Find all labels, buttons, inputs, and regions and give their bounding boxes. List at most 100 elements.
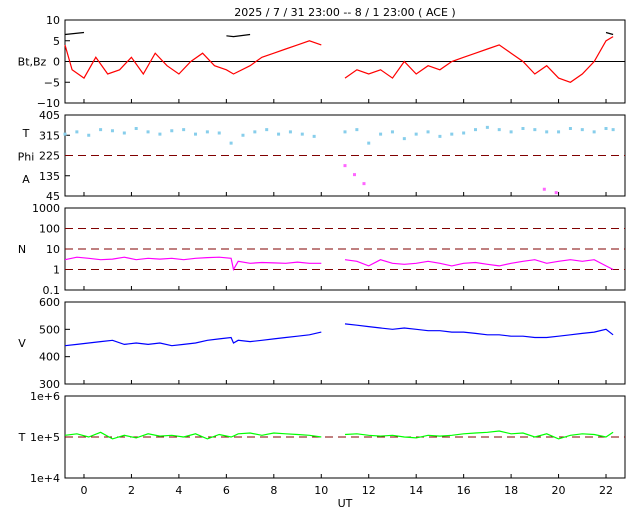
y-tick-label: 405 — [39, 109, 60, 122]
y-tick-label: 1 — [53, 264, 60, 277]
data-point-theta — [288, 130, 292, 134]
data-point-phi — [542, 187, 546, 191]
panel-magnetic-field: 10 5 0 −5 −10 Bt,Bz — [18, 14, 626, 110]
y-tick-label: 300 — [39, 378, 60, 391]
y-tick-label: 10 — [46, 14, 60, 27]
data-point-theta — [485, 125, 489, 129]
y-tick-label: 600 — [39, 296, 60, 309]
data-point-theta — [277, 132, 281, 136]
series-line-v — [344, 323, 614, 339]
data-point-theta — [450, 132, 454, 136]
series-line-t — [64, 431, 322, 440]
y-tick-label: 135 — [39, 170, 60, 183]
panel-density: 1000 100 10 1 0.1 N — [18, 202, 626, 297]
data-point-theta — [122, 131, 126, 135]
data-point-theta — [533, 128, 537, 132]
data-point-phi — [352, 173, 356, 177]
data-point-theta — [592, 130, 596, 134]
series-line-bz — [344, 36, 614, 83]
x-axis-ticks: 0 2 4 6 8 10 12 14 16 18 20 22 — [80, 484, 613, 497]
series-line-n — [344, 259, 614, 271]
y-axis-label: V — [18, 337, 26, 350]
data-point-theta — [253, 130, 257, 134]
y-tick-label: 100 — [39, 223, 60, 236]
y-tick-label: 10 — [46, 243, 60, 256]
data-point-theta — [229, 141, 233, 145]
x-tick-label: 6 — [223, 484, 230, 497]
y-tick-label: 0 — [53, 56, 60, 69]
y-tick-label: 5 — [53, 35, 60, 48]
data-point-theta — [545, 130, 549, 134]
x-tick-label: 18 — [504, 484, 518, 497]
data-point-theta — [194, 132, 198, 136]
panel-temperature: 1e+6 1e+5 1e+4 T — [18, 390, 626, 485]
y-tick-label: 1e+6 — [30, 390, 60, 403]
series-line-v — [64, 331, 322, 347]
data-point-theta — [568, 127, 572, 130]
series-line-n — [64, 256, 322, 272]
x-tick-label: 16 — [457, 484, 471, 497]
data-point-theta — [205, 130, 209, 134]
y-axis-label: A — [22, 173, 30, 186]
series-line-t — [344, 430, 614, 440]
data-point-theta — [110, 129, 114, 133]
data-point-theta — [312, 134, 316, 138]
y-axis-label: Phi — [18, 150, 35, 163]
data-point-theta — [402, 137, 406, 141]
data-point-theta — [414, 132, 418, 136]
data-point-theta — [497, 128, 501, 132]
data-point-theta — [521, 127, 525, 130]
series-line-bz — [64, 40, 322, 79]
data-point-theta — [438, 134, 442, 138]
x-tick-label: 10 — [314, 484, 328, 497]
data-point-theta — [426, 130, 430, 134]
series-line-bt — [226, 33, 251, 38]
data-point-theta — [580, 128, 584, 132]
data-point-theta — [265, 128, 269, 132]
figure-title: 2025 / 7 / 31 23:00 -- 8 / 1 23:00 ( ACE… — [234, 6, 455, 19]
y-tick-label: 315 — [39, 129, 60, 142]
data-point-theta — [217, 131, 221, 135]
data-point-theta — [367, 141, 371, 145]
y-tick-label: 1e+5 — [30, 431, 60, 444]
x-tick-label: 0 — [80, 484, 87, 497]
y-tick-label: 45 — [46, 190, 60, 203]
y-axis-label: T — [18, 431, 26, 444]
data-point-theta — [462, 131, 466, 135]
x-tick-label: 4 — [175, 484, 182, 497]
data-point-theta — [355, 128, 359, 132]
series-line-bt — [605, 31, 614, 36]
data-point-theta — [379, 132, 383, 136]
series-line-bt — [64, 31, 85, 36]
y-tick-label: 1000 — [32, 202, 60, 215]
data-point-theta — [170, 129, 174, 133]
data-point-theta — [390, 130, 394, 134]
x-tick-label: 14 — [409, 484, 423, 497]
data-point-theta — [87, 133, 91, 137]
data-point-theta — [557, 130, 561, 134]
x-tick-label: 2 — [128, 484, 135, 497]
y-tick-label: 500 — [39, 323, 60, 336]
y-tick-label: 225 — [39, 150, 60, 163]
data-point-theta — [99, 128, 103, 132]
data-point-theta — [182, 128, 186, 132]
data-point-phi — [343, 164, 347, 168]
data-point-theta — [474, 128, 478, 132]
y-axis-label: T — [22, 127, 30, 140]
y-axis-label: Bt,Bz — [18, 56, 47, 69]
panel-speed: 600 500 400 300 V — [18, 296, 626, 391]
data-point-phi — [554, 191, 558, 195]
x-axis-label: UT — [338, 497, 353, 510]
data-point-theta — [300, 132, 304, 136]
data-point-theta — [604, 127, 608, 130]
panel-frame — [64, 301, 626, 385]
data-point-theta — [146, 130, 150, 134]
data-point-theta — [241, 133, 245, 137]
x-tick-label: 20 — [552, 484, 566, 497]
x-tick-label: 12 — [362, 484, 376, 497]
panel-group: 1050−5−10Bt,Bz40531522513545TPhiA1000100… — [18, 14, 626, 485]
data-point-theta — [509, 130, 513, 134]
data-point-theta — [158, 132, 162, 136]
y-tick-label: −5 — [44, 76, 60, 89]
